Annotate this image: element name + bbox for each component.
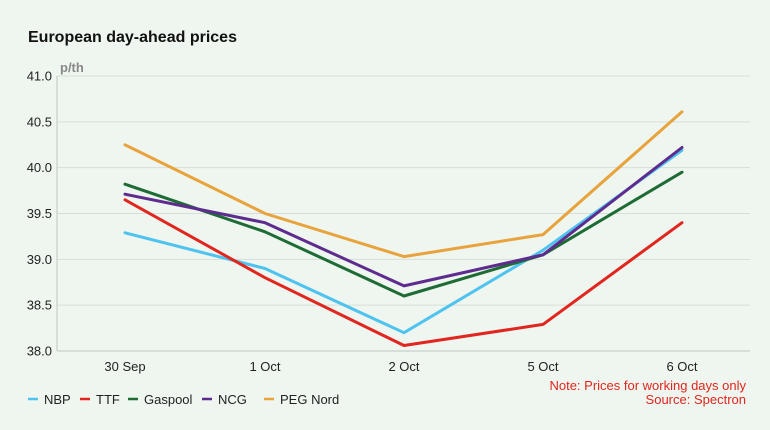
legend-label-gaspool: Gaspool <box>144 392 193 407</box>
legend: NBP TTF Gaspool NCG PEG Nord <box>28 392 339 407</box>
series-layer <box>123 110 684 347</box>
x-tick-label: 1 Oct <box>249 359 280 374</box>
grid-layer <box>57 75 750 306</box>
x-tick-label: 5 Oct <box>527 359 558 374</box>
y-tick-label: 39.5 <box>27 206 52 221</box>
series-line-nbp <box>123 148 684 335</box>
source-annotation: Source: Spectron <box>646 392 746 407</box>
y-tick-label: 38.0 <box>27 344 52 359</box>
note-annotation: Note: Prices for working days only <box>549 378 746 393</box>
axis-layer: 38.0 38.5 39.0 39.5 40.0 40.5 41.0 p/th 30 Sep 1 … <box>27 60 750 374</box>
y-tick-label: 40.5 <box>27 114 52 129</box>
series-line-gaspool <box>123 170 684 298</box>
chart-title: European day-ahead prices <box>28 29 237 46</box>
series-line-ttf <box>123 198 684 347</box>
legend-label-ttf: TTF <box>96 392 120 407</box>
x-tick-label: 30 Sep <box>104 359 145 374</box>
y-tick-label: 40.0 <box>27 160 52 175</box>
series-line-peg-nord <box>123 110 684 259</box>
y-tick-label: 38.5 <box>27 298 52 313</box>
x-tick-label: 2 Oct <box>388 359 419 374</box>
legend-label-nbp: NBP <box>44 392 71 407</box>
notes: Note: Prices for working days onlySource… <box>549 378 746 407</box>
series-line-ncg <box>123 146 684 288</box>
y-tick-label: 39.0 <box>27 252 52 267</box>
legend-label-peg-nord: PEG Nord <box>280 392 339 407</box>
legend-label-ncg: NCG <box>218 392 247 407</box>
x-tick-label: 6 Oct <box>666 359 697 374</box>
y-tick-label: 41.0 <box>27 69 52 84</box>
y-unit-label: p/th <box>60 60 84 75</box>
